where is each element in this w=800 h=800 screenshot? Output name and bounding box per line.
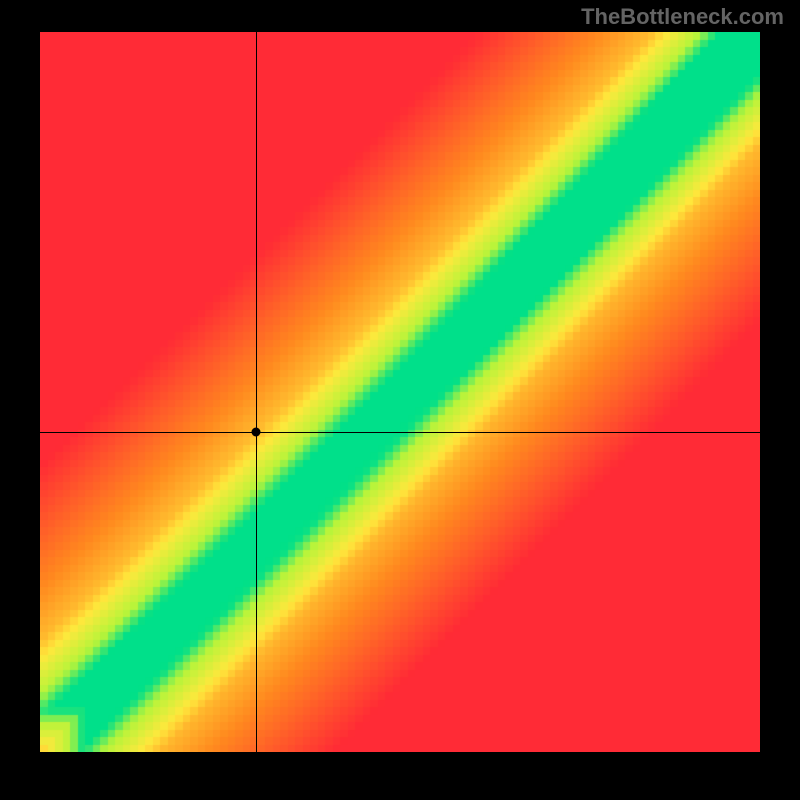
crosshair-vertical xyxy=(256,32,257,752)
watermark-text: TheBottleneck.com xyxy=(581,4,784,30)
crosshair-horizontal xyxy=(40,432,760,433)
heatmap-plot xyxy=(40,32,760,752)
data-point-marker xyxy=(252,427,261,436)
heatmap-canvas xyxy=(40,32,760,752)
